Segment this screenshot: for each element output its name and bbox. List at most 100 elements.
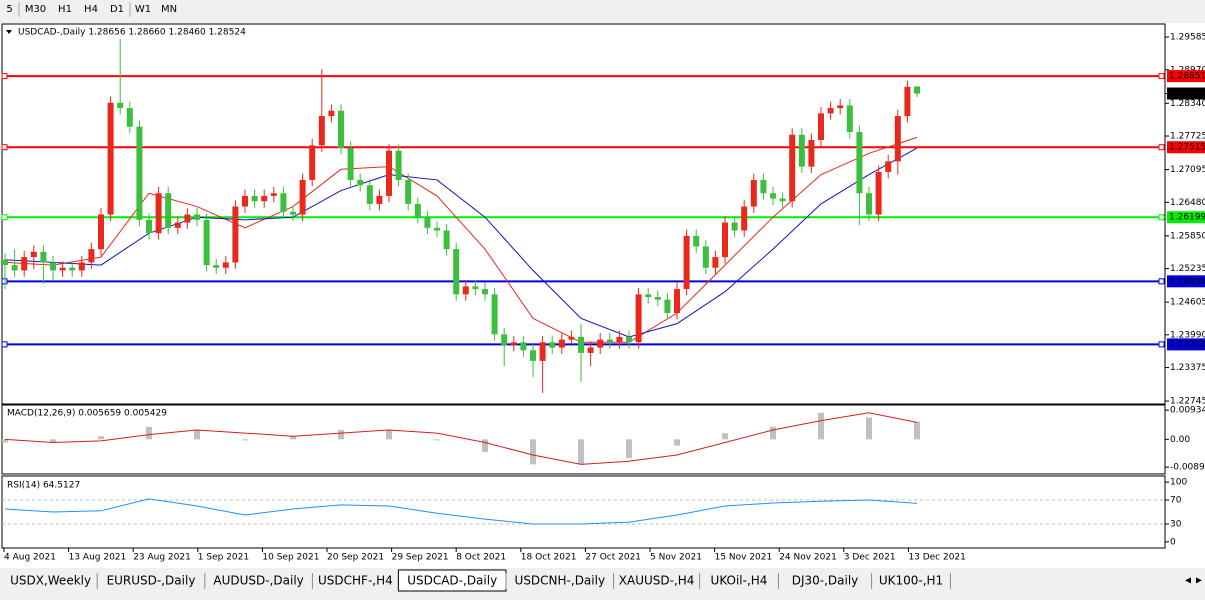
tab[interactable]: USDX,Weekly [10,574,91,588]
macd-label: MACD(12,26,9) 0.005659 0.005429 [7,409,167,419]
candle-body [827,108,834,114]
candle-body [165,193,172,228]
candle-body [184,214,191,223]
tab[interactable]: USDCHF-,H4 [318,574,393,588]
timeframe-button[interactable]: D1 [110,4,124,15]
macd-bar [434,439,440,441]
macd-bar [242,439,248,441]
candle-body [30,251,37,258]
level-box [1167,141,1205,154]
macd-bar [818,412,824,440]
tab[interactable]: XAUUSD-,H4 [619,574,695,588]
tab[interactable]: USDCAD-,Daily [407,574,497,588]
level-handle [1158,278,1165,285]
candle-body [750,179,757,207]
x-tick-label: 1 Sep 2021 [198,553,249,563]
candle-body [136,126,143,220]
candle-body [702,246,709,268]
candle-body [318,116,325,146]
x-tick-label: 27 Oct 2021 [585,553,641,563]
macd-bar [866,417,872,440]
candle-body [251,195,258,202]
candle-body [443,230,450,250]
rsi-label: RSI(14) 64.5127 [7,481,80,491]
timeframe-button[interactable]: 5 [6,4,12,15]
y-tick-label: 1.26480 [1170,198,1205,208]
candle-body [232,206,239,263]
scroll-left[interactable]: ◂ [1185,573,1191,587]
y-tick-label: 100 [1170,478,1187,488]
y-tick-label: 1.28340 [1170,99,1205,109]
level-handle [1158,144,1165,151]
candle-body [414,203,421,218]
candle-body [501,334,508,345]
candle-body [88,249,95,263]
candle-body [789,134,796,202]
candle-body [779,198,786,202]
x-tick-label: 23 Aug 2021 [133,553,191,563]
scroll-right[interactable]: ▸ [1196,573,1202,587]
candle-body [309,145,316,180]
x-tick-label: 10 Sep 2021 [262,553,319,563]
x-tick-label: 18 Oct 2021 [521,553,577,563]
level-box [1167,70,1205,83]
tab[interactable]: UKOil-,H4 [711,574,768,588]
tab[interactable]: UK100-,H1 [879,574,943,588]
menu-arrow [6,30,12,34]
candle-body [11,265,18,271]
candle-body [174,222,181,228]
candle-body [914,86,920,94]
candle-body [366,185,373,204]
tab[interactable]: USDCNH-,Daily [515,574,606,588]
candle-body [328,110,335,117]
candle-body [539,342,546,361]
macd-bar [338,429,344,440]
y-tick-label: 1.27095 [1170,165,1205,175]
candle-body [837,105,844,109]
macd-bar [2,439,8,443]
timeframe-button[interactable]: H4 [84,4,98,15]
level-label: 1.23810 [1169,340,1205,350]
candle-body [146,219,152,234]
candle-body [568,336,575,340]
level-handle [1,73,8,80]
timeframe-button[interactable]: M30 [25,4,46,15]
candle-body [261,195,268,202]
candle-body [885,161,892,172]
candle-body [98,214,104,250]
timeframe-button[interactable]: W1 [135,4,151,15]
candle-body [472,286,479,290]
x-tick-label: 8 Oct 2021 [456,553,506,563]
level-handle [1,214,8,221]
level-label: 1.28851 [1169,72,1205,82]
timeframe-button[interactable]: MN [161,4,177,15]
candle-body [270,193,277,196]
y-tick-label: 0 [1170,537,1176,547]
candle-body [386,150,392,196]
candle-body [808,140,815,167]
candle-body [616,336,623,343]
macd-bar [530,439,536,465]
price-box [1167,87,1205,100]
candle-body [40,251,47,263]
x-tick-label: 13 Dec 2021 [908,553,966,563]
candle-body [213,265,220,268]
candle-body [875,171,882,215]
candle-body [405,179,412,204]
y-tick-label: 30 [1170,519,1182,529]
y-tick-label: 1.25850 [1170,231,1205,241]
rsi-line [4,498,918,525]
timeframe-button[interactable]: H1 [58,4,72,15]
candle-body [597,339,604,348]
tab[interactable]: AUDUSD-,Daily [213,574,303,588]
candle-body [664,299,671,313]
candle-body [395,150,402,180]
x-tick-label: 15 Nov 2021 [715,553,773,563]
macd-bar [386,429,392,440]
candle-body [856,132,863,194]
tab[interactable]: EURUSD-,Daily [107,574,196,588]
candle-body [280,193,287,212]
candle-body [491,294,498,335]
tab[interactable]: DJ30-,Daily [792,574,859,588]
candle-body [107,102,114,215]
